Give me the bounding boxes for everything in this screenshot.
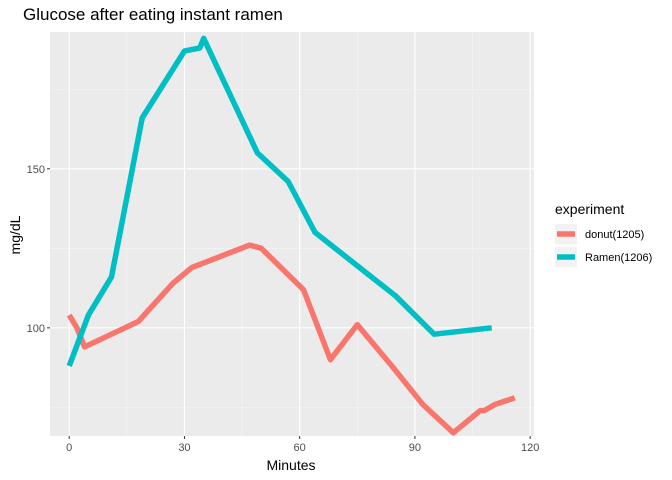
x-tick-label: 60 <box>294 442 306 454</box>
y-tick-label: 100 <box>27 323 45 335</box>
legend-label-donut-1205: donut(1205) <box>585 229 644 241</box>
series-line-donut-1205 <box>66 242 516 436</box>
series-lines <box>66 35 516 436</box>
y-tick-label: 150 <box>27 164 45 176</box>
series-line-ramen-1206 <box>66 35 493 367</box>
x-axis-ticks: 0 30 60 90 120 <box>66 436 539 454</box>
x-tick-label: 0 <box>66 442 72 454</box>
y-axis-ticks: 100 150 <box>27 164 50 335</box>
x-tick-label: 90 <box>409 442 421 454</box>
x-tick-label: 120 <box>521 442 539 454</box>
y-axis-title: mg/dL <box>7 215 23 254</box>
x-tick-label: 30 <box>178 442 190 454</box>
minor-gridlines <box>50 32 534 436</box>
x-axis-title: Minutes <box>266 457 315 473</box>
legend-title: experiment <box>555 201 624 217</box>
legend-label-ramen-1206: Ramen(1206) <box>585 252 652 264</box>
legend: experiment donut(1205) Ramen(1206) <box>555 201 652 267</box>
plot-panel <box>50 32 534 436</box>
chart-title: Glucose after eating instant ramen <box>23 5 283 24</box>
